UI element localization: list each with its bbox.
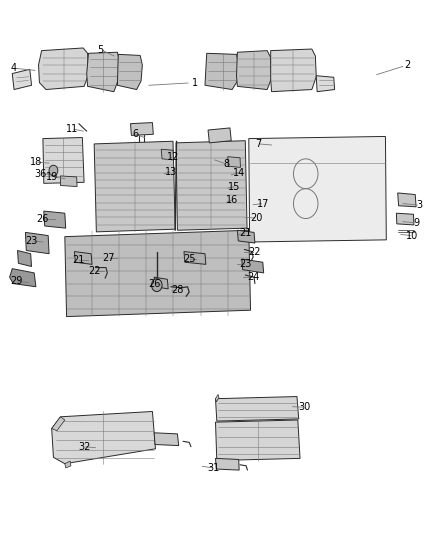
Polygon shape [60,176,77,187]
Text: 36: 36 [34,169,46,179]
Text: 24: 24 [247,272,259,282]
Polygon shape [228,157,240,167]
Circle shape [152,279,162,292]
Polygon shape [271,49,316,92]
Text: 2: 2 [404,60,410,70]
Polygon shape [25,232,49,254]
Text: 27: 27 [102,253,115,263]
Polygon shape [176,141,247,230]
Polygon shape [161,149,173,160]
Polygon shape [18,251,32,266]
Text: 17: 17 [257,199,269,208]
Polygon shape [208,128,231,143]
Polygon shape [74,252,92,264]
Text: 23: 23 [239,260,251,269]
Polygon shape [205,53,239,90]
Polygon shape [215,420,300,461]
Text: 29: 29 [11,277,23,286]
Text: 22: 22 [248,247,260,256]
Polygon shape [39,48,88,90]
Text: 6: 6 [133,130,139,139]
Text: 32: 32 [78,442,90,451]
Text: 1: 1 [192,78,198,87]
Text: 3: 3 [417,200,423,210]
Polygon shape [12,69,32,90]
Polygon shape [215,458,239,470]
Text: 26: 26 [37,214,49,223]
Polygon shape [398,193,416,207]
Text: 23: 23 [25,236,38,246]
Polygon shape [184,252,206,264]
Text: 22: 22 [88,266,100,276]
Text: 13: 13 [165,167,177,176]
Polygon shape [87,52,119,92]
Text: 11: 11 [66,124,78,134]
Polygon shape [117,54,142,90]
Polygon shape [44,211,66,228]
Text: 7: 7 [255,139,261,149]
Text: 19: 19 [46,172,59,182]
Text: 31: 31 [208,463,220,473]
Polygon shape [94,141,175,232]
Polygon shape [249,136,386,242]
Text: 18: 18 [30,157,42,167]
Text: 21: 21 [72,255,84,265]
Text: 15: 15 [228,182,240,191]
Text: 12: 12 [167,152,179,161]
Polygon shape [396,213,414,225]
Text: 20: 20 [250,213,262,223]
Polygon shape [215,394,219,402]
Text: 5: 5 [98,45,104,54]
Polygon shape [242,259,264,273]
Polygon shape [52,411,155,464]
Text: 14: 14 [233,168,245,177]
Polygon shape [237,230,255,243]
Polygon shape [65,230,251,317]
Text: 9: 9 [413,218,419,228]
Circle shape [49,165,58,176]
Polygon shape [154,433,179,446]
Text: 4: 4 [11,63,17,73]
Text: 26: 26 [148,279,160,288]
Text: 25: 25 [183,254,195,264]
Text: 16: 16 [226,196,238,205]
Polygon shape [10,269,36,287]
Polygon shape [237,51,272,90]
Polygon shape [215,397,299,421]
Text: 10: 10 [406,231,418,240]
Text: 8: 8 [224,159,230,169]
Text: 30: 30 [298,402,311,412]
Polygon shape [131,123,153,135]
Polygon shape [65,461,71,468]
Text: 21: 21 [239,229,251,238]
Polygon shape [43,138,84,183]
Polygon shape [52,417,65,431]
Polygon shape [316,76,335,92]
Polygon shape [154,277,168,289]
Text: 28: 28 [171,285,184,295]
